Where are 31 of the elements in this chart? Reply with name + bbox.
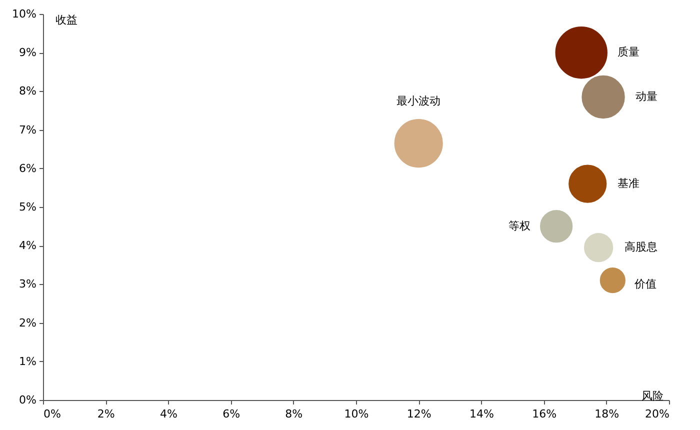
y-tick-label: 4% xyxy=(19,239,36,252)
series-label: 价值 xyxy=(634,277,657,290)
series-label: 基准 xyxy=(618,176,640,190)
x-tick-label: 10% xyxy=(344,408,369,420)
series-label: 质量 xyxy=(617,46,640,59)
x-tick-label: 0% xyxy=(44,408,61,420)
y-tick-label: 6% xyxy=(19,162,36,175)
series-label: 高股息 xyxy=(624,240,658,254)
series-label: 动量 xyxy=(635,90,658,103)
y-tick-label: 1% xyxy=(19,354,36,368)
y-tick-label: 7% xyxy=(19,123,36,136)
x-tick-label: 6% xyxy=(222,408,240,420)
y-tick-label: 8% xyxy=(19,84,36,98)
series-label: 等权 xyxy=(508,219,530,232)
y-tick-label: 10% xyxy=(12,8,36,20)
series-label: 最小波动 xyxy=(396,94,441,108)
x-tick-label: 18% xyxy=(594,408,620,420)
y-axis-title: 收益 xyxy=(56,14,78,26)
x-tick-label: 16% xyxy=(532,408,557,420)
y-tick-label: 5% xyxy=(19,200,36,214)
x-tick-label: 4% xyxy=(160,408,178,420)
x-tick-label: 20% xyxy=(645,408,670,420)
y-tick-label: 9% xyxy=(19,46,36,60)
y-tick-label: 3% xyxy=(19,278,36,291)
y-tick-label: 2% xyxy=(19,316,36,330)
y-tick-label: 0% xyxy=(19,394,36,406)
x-tick-label: 8% xyxy=(285,408,303,420)
x-tick-label: 14% xyxy=(469,408,494,420)
x-axis-title: 风险 xyxy=(642,390,664,402)
x-tick-label: 2% xyxy=(97,408,115,420)
x-tick-label: 12% xyxy=(406,408,432,420)
